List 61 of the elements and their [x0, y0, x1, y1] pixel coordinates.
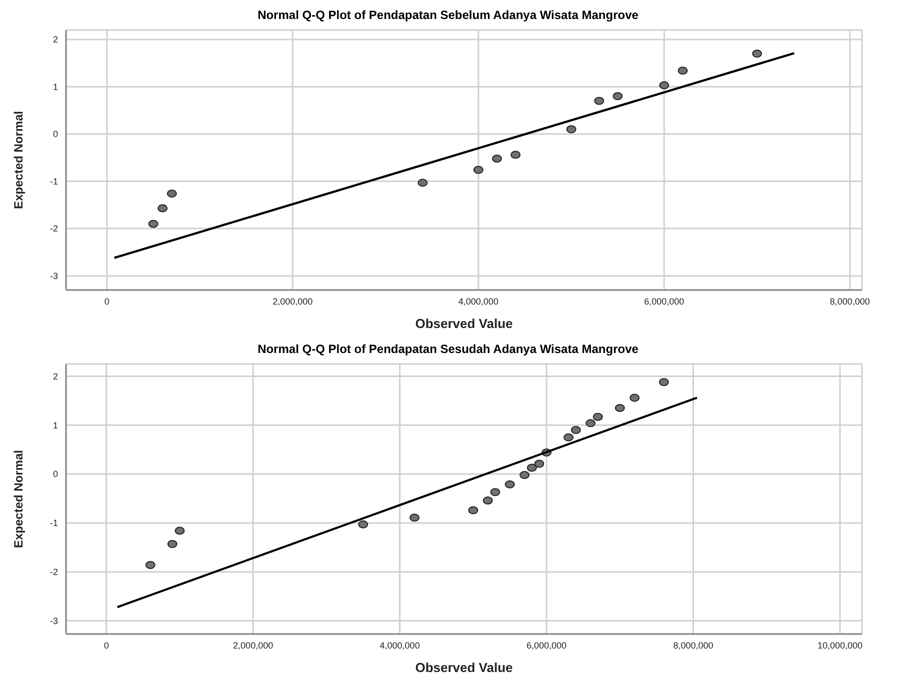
x-tick-label: 0 — [104, 296, 110, 306]
y-tick-label: -2 — [50, 224, 58, 234]
point — [630, 394, 640, 402]
point — [167, 540, 178, 548]
y-tick-label: 2 — [52, 34, 58, 45]
point — [468, 506, 478, 514]
y-tick-label: -2 — [50, 567, 58, 578]
x-tick-label: 2,000,000 — [272, 296, 313, 306]
x-axis-title: Observed Value — [415, 316, 513, 331]
y-tick-label: 0 — [52, 129, 58, 140]
point — [492, 154, 502, 163]
x-tick-label: 8,000,000 — [673, 640, 714, 650]
point — [473, 166, 484, 174]
x-tick-label: 2,000,000 — [233, 640, 274, 650]
point — [659, 81, 670, 90]
point — [174, 526, 185, 535]
point — [409, 514, 420, 522]
y-tick-label: -3 — [50, 271, 58, 282]
point — [678, 66, 688, 75]
point — [752, 50, 762, 58]
x-tick-label: 6,000,000 — [644, 296, 684, 306]
y-tick-label: 1 — [52, 420, 58, 430]
y-axis-title: Expected Normal — [11, 450, 26, 548]
point — [482, 496, 493, 504]
x-tick-label: 0 — [104, 640, 109, 650]
y-tick-label: -1 — [50, 518, 58, 528]
point — [148, 220, 158, 228]
point — [358, 520, 368, 528]
point — [658, 378, 669, 386]
y-tick-label: 2 — [52, 371, 58, 382]
point — [592, 412, 603, 421]
x-tick-label: 4,000,000 — [380, 640, 420, 650]
x-tick-label: 6,000,000 — [526, 640, 567, 650]
point — [504, 480, 515, 488]
point — [566, 125, 576, 134]
point — [586, 419, 596, 428]
x-tick-label: 8,000,000 — [830, 296, 870, 306]
point — [612, 92, 623, 100]
x-tick-label: 10,000,000 — [817, 640, 863, 650]
point — [158, 204, 168, 212]
y-tick-label: -3 — [50, 616, 58, 626]
point — [418, 178, 428, 187]
point — [594, 96, 604, 105]
point — [145, 561, 156, 570]
point — [614, 404, 625, 412]
point — [526, 464, 537, 472]
point — [166, 190, 177, 198]
x-tick-label: 4,000,000 — [458, 296, 498, 306]
point — [490, 488, 500, 496]
y-tick-label: -1 — [50, 176, 58, 186]
point — [570, 426, 581, 434]
point — [564, 433, 574, 442]
x-axis-title: Observed Value — [415, 660, 513, 675]
point — [534, 460, 544, 468]
y-axis-title: Expected Normal — [11, 110, 26, 210]
point — [520, 471, 530, 480]
chart-title: Normal Q-Q Plot of Pendapatan Sesudah Adanya Wisata Mangrove — [256, 342, 640, 358]
point — [510, 150, 521, 159]
chart-title: Normal Q-Q Plot of Pendapatan Sebelum Adanya Wisata Mangrove — [256, 8, 640, 24]
y-tick-label: 1 — [52, 82, 58, 92]
y-tick-label: 0 — [52, 469, 58, 480]
